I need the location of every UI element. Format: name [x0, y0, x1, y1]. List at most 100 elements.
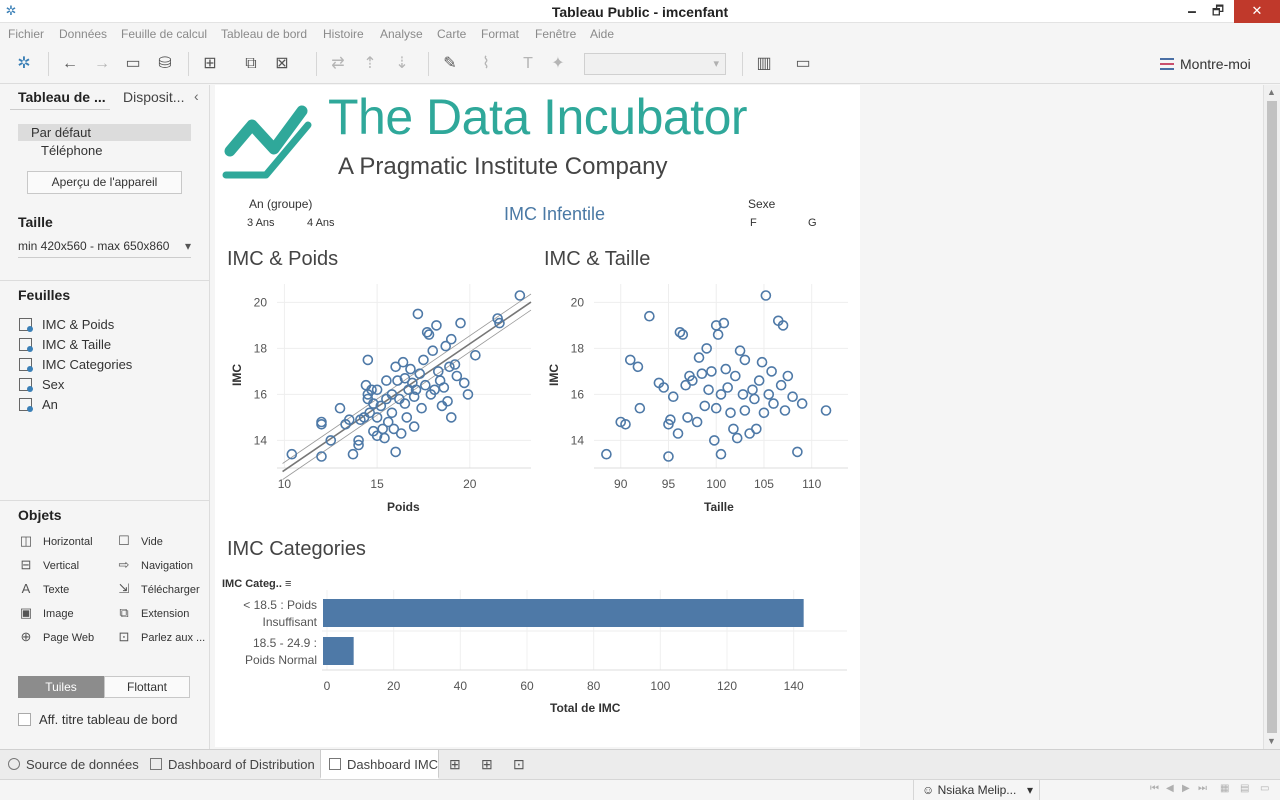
sheet-label: IMC & Poids — [42, 317, 115, 332]
scroll-thumb[interactable] — [1267, 101, 1277, 733]
y-tick-label: 14 — [571, 433, 585, 447]
sort-ascending-icon[interactable]: ⇡ — [363, 55, 377, 72]
sheet-item[interactable]: Sex — [18, 377, 64, 392]
fit-combo[interactable] — [584, 53, 726, 75]
menu-format[interactable]: Format — [481, 27, 520, 41]
data-point — [414, 368, 426, 379]
sex-filter-option[interactable]: F — [750, 217, 757, 229]
tab-dashboard-distribution[interactable]: Dashboard of Distribution — [142, 750, 315, 779]
object-download[interactable]: ⇲ Télécharger — [116, 581, 200, 597]
menu-feuille[interactable]: Feuille de calcul — [121, 27, 208, 41]
object-webpage[interactable]: ⊕ Page Web — [18, 629, 95, 645]
data-point — [458, 377, 470, 389]
label-icon[interactable]: T — [523, 55, 533, 72]
swap-axes-icon[interactable]: ⇄ — [331, 55, 345, 72]
first-sheet-icon[interactable]: ⏮ — [1150, 783, 1159, 794]
menu-tableau-de-bord[interactable]: Tableau de bord — [221, 27, 308, 41]
menu-histoire[interactable]: Histoire — [323, 27, 364, 41]
tableau-home-icon[interactable]: ✲ — [17, 55, 31, 72]
new-dashboard-icon[interactable]: ⊞ — [481, 756, 493, 772]
object-text[interactable]: A Texte — [18, 581, 70, 596]
scatter-plot-imc-taille[interactable]: 90 95 100 105 110 14 16 18 20 — [561, 280, 851, 500]
menu-analyse[interactable]: Analyse — [380, 27, 423, 41]
menu-fichier[interactable]: Fichier — [8, 27, 45, 41]
device-preview-button[interactable]: Aperçu de l'appareil — [27, 171, 182, 194]
sort-icon[interactable]: ≡ — [284, 578, 292, 590]
object-ask-data[interactable]: ⊡ Parlez aux ... — [116, 629, 206, 645]
group-icon[interactable]: ⌇ — [482, 55, 490, 72]
new-worksheet-icon[interactable]: ⊞ — [449, 756, 461, 772]
new-sheet-icon[interactable]: ⊞ — [203, 55, 217, 72]
tab-label: Dashboard IMC — [347, 757, 439, 772]
canvas-background — [860, 85, 1263, 747]
age-filter-option[interactable]: 4 Ans — [307, 217, 335, 229]
menu-carte[interactable]: Carte — [437, 27, 467, 41]
vertical-scrollbar[interactable]: ▲ ▼ — [1263, 85, 1280, 749]
tab-layout[interactable]: Disposit... — [123, 89, 185, 105]
scatter-plot-imc-poids[interactable]: 10 15 20 14 16 18 20 — [244, 280, 534, 500]
sheet-sorter-icon[interactable]: ▦ — [1220, 783, 1230, 794]
tab-dashboard-imc[interactable]: Dashboard IMC — [320, 750, 440, 779]
bar-category-header[interactable]: IMC Categ.. ≡ — [222, 578, 291, 590]
object-vertical[interactable]: ⊟ Vertical — [18, 557, 80, 573]
tab-dashboard[interactable]: Tableau de ... — [18, 89, 106, 105]
filmstrip-icon[interactable]: ▤ — [1240, 783, 1250, 794]
show-me-label: Montre-moi — [1180, 56, 1251, 72]
x-tick-label: 15 — [370, 477, 384, 491]
show-dashboard-title-checkbox[interactable]: Aff. titre tableau de bord — [18, 712, 178, 727]
sheet-item[interactable]: IMC & Taille — [18, 337, 111, 352]
close-button[interactable]: ✕ — [1234, 0, 1280, 23]
show-cards-icon[interactable]: ▥ — [756, 55, 772, 72]
sex-filter-option[interactable]: G — [808, 217, 817, 229]
bar-chart-imc-categories[interactable]: 0 20 40 60 80 100 120 140 — [322, 590, 852, 695]
object-horizontal[interactable]: ◫ Horizontal — [18, 533, 93, 549]
clear-sheet-icon[interactable]: ⊠ — [275, 55, 289, 72]
user-menu[interactable]: ☺ Nsiaka Melip... — [913, 780, 1040, 800]
restore-button[interactable]: 🗗 — [1211, 3, 1225, 18]
age-filter-option[interactable]: 3 Ans — [247, 217, 275, 229]
scroll-down-icon[interactable]: ▼ — [1267, 736, 1276, 746]
sheet-item[interactable]: IMC & Poids — [18, 317, 114, 332]
device-default[interactable]: Par défaut — [18, 124, 191, 141]
device-phone[interactable]: Téléphone — [41, 143, 103, 158]
x-tick-label: 120 — [717, 679, 737, 693]
object-extension[interactable]: ⧉ Extension — [116, 605, 189, 621]
menu-donnees[interactable]: Données — [59, 27, 108, 41]
data-point — [371, 430, 383, 442]
redo-icon[interactable]: → — [94, 55, 110, 72]
size-dropdown[interactable]: min 420x560 - max 650x860 — [18, 239, 191, 258]
data-point — [390, 446, 401, 458]
prev-sheet-icon[interactable]: ◀ — [1166, 783, 1174, 794]
tiled-toggle[interactable]: Tuiles — [18, 676, 104, 698]
tabs-view-icon[interactable]: ▭ — [1260, 783, 1270, 794]
pin-icon[interactable]: ✦ — [551, 55, 565, 72]
tab-data-source[interactable]: Source de données — [0, 750, 139, 779]
floating-toggle[interactable]: Flottant — [104, 676, 190, 698]
data-point — [758, 407, 770, 419]
highlight-icon[interactable]: ✎ — [443, 55, 457, 72]
object-image[interactable]: ▣ Image — [18, 605, 74, 621]
collapse-panel-icon[interactable]: ‹ — [194, 88, 199, 104]
object-navigation[interactable]: ⇨ Navigation — [116, 557, 193, 573]
duplicate-sheet-icon[interactable]: ⧉ — [245, 55, 257, 72]
next-sheet-icon[interactable]: ▶ — [1182, 783, 1190, 794]
save-icon[interactable]: ▭ — [125, 55, 141, 72]
last-sheet-icon[interactable]: ⏭ — [1198, 783, 1207, 794]
show-me-button[interactable]: Montre-moi — [1160, 56, 1251, 72]
object-blank[interactable]: ☐ Vide — [116, 533, 163, 549]
new-story-icon[interactable]: ⊡ — [513, 756, 525, 772]
minimize-button[interactable]: 🗕 — [1187, 3, 1197, 18]
presentation-mode-icon[interactable]: ▭ — [795, 55, 811, 72]
sort-descending-icon[interactable]: ⇣ — [395, 55, 409, 72]
x-tick-label: 100 — [706, 477, 726, 491]
menu-fenetre[interactable]: Fenêtre — [535, 27, 577, 41]
data-point — [693, 352, 705, 363]
menu-aide[interactable]: Aide — [590, 27, 615, 41]
text-icon: A — [21, 581, 31, 596]
new-datasource-icon[interactable]: ⛁ — [158, 55, 172, 72]
sheet-item[interactable]: An — [18, 397, 58, 412]
sheet-item[interactable]: IMC Categories — [18, 357, 132, 372]
undo-icon[interactable]: ← — [62, 55, 78, 72]
data-point — [787, 391, 798, 402]
scroll-up-icon[interactable]: ▲ — [1267, 87, 1276, 97]
